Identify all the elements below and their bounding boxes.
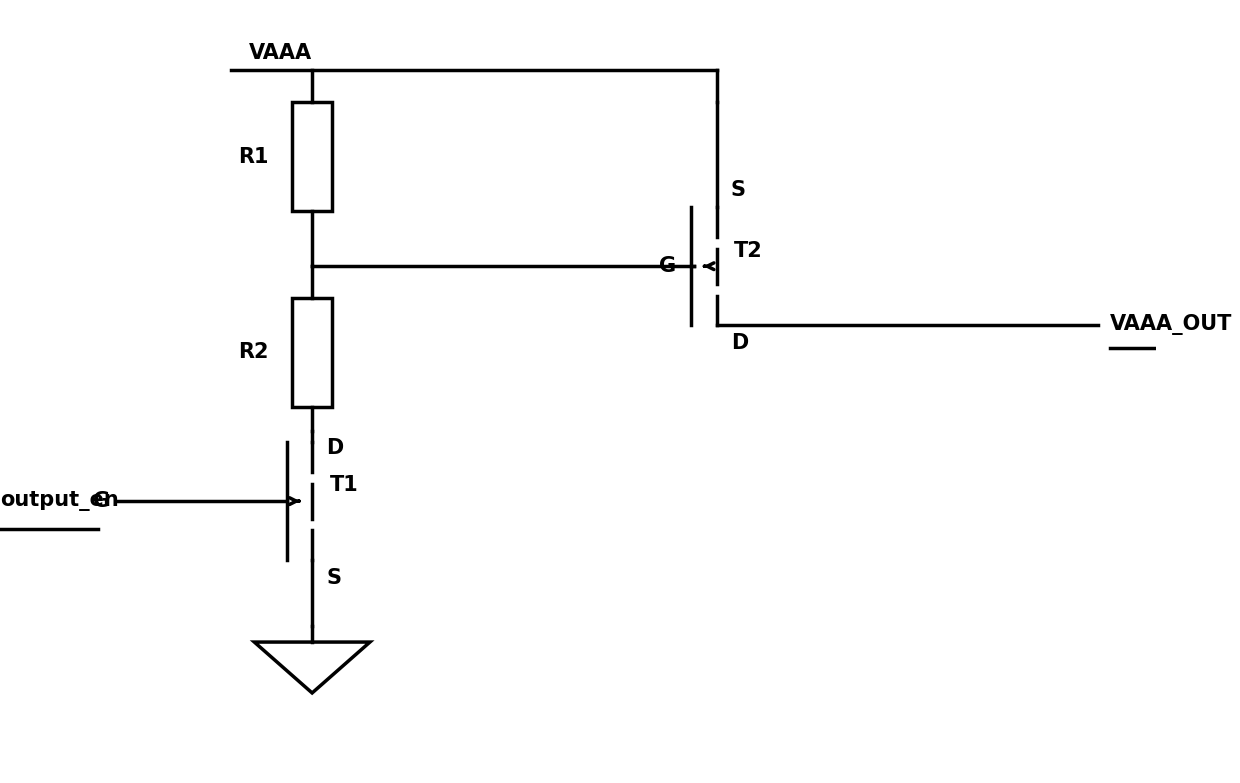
Text: R1: R1 <box>238 146 269 167</box>
Text: VAAA: VAAA <box>248 42 311 63</box>
Text: R2: R2 <box>238 342 269 363</box>
Bar <box>291 298 332 407</box>
Text: T1: T1 <box>330 475 358 496</box>
Text: D: D <box>326 438 343 459</box>
Text: D: D <box>730 333 748 353</box>
Text: output_en: output_en <box>0 491 119 511</box>
Text: G: G <box>93 491 110 511</box>
Text: S: S <box>326 568 341 588</box>
Text: G: G <box>660 256 676 276</box>
Bar <box>291 102 332 211</box>
Text: VAAA_OUT: VAAA_OUT <box>1110 315 1233 335</box>
Text: S: S <box>730 179 745 200</box>
Text: T2: T2 <box>734 240 763 261</box>
